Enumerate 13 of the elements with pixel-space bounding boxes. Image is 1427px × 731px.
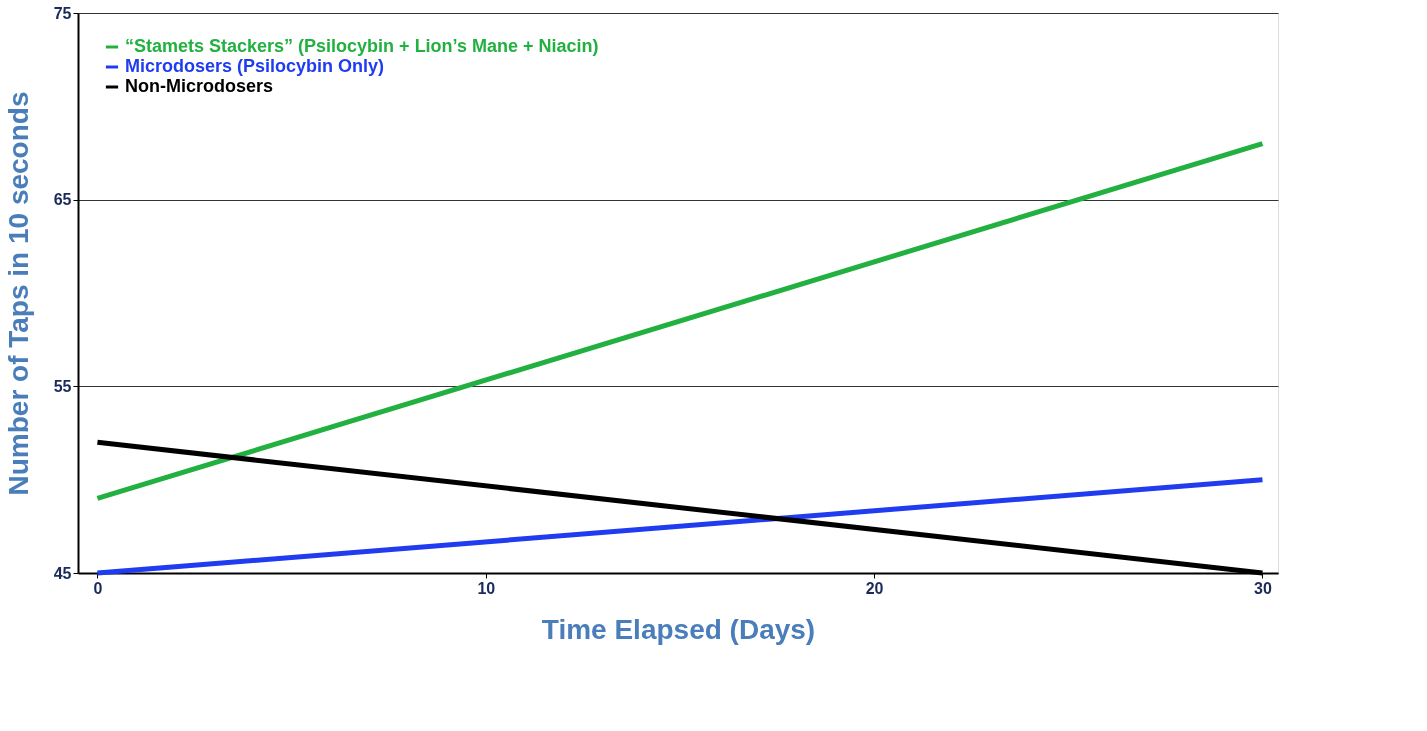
y-tick-label: 75 <box>53 4 72 22</box>
y-tick-label: 55 <box>53 377 72 395</box>
y-tick-label: 65 <box>53 191 72 209</box>
legend-label: Microdosers (Psilocybin Only) <box>125 56 385 76</box>
legend-label: “Stamets Stackers” (Psilocybin + Lion’s Mane + Niacin) <box>125 36 599 56</box>
y-tick-label: 45 <box>53 564 72 582</box>
x-tick-label: 0 <box>93 579 103 597</box>
x-tick-label: 10 <box>477 579 496 597</box>
x-tick-label: 20 <box>865 579 884 597</box>
y-axis-title: Number of Taps in 10 seconds <box>2 91 34 496</box>
x-tick-label: 30 <box>1254 579 1272 597</box>
x-axis-title: Time Elapsed (Days) <box>541 613 816 645</box>
legend-label: Non-Microdosers <box>125 76 274 96</box>
